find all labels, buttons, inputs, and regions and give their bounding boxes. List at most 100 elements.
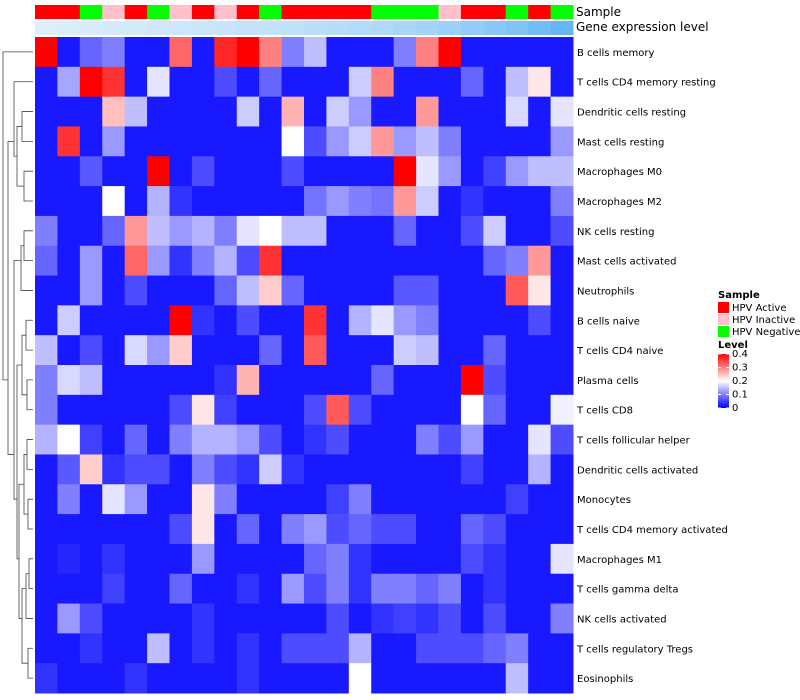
heatmap-cell xyxy=(57,305,81,336)
heatmap-cell xyxy=(214,37,238,68)
heatmap-cell xyxy=(147,245,170,277)
heatmap-cell xyxy=(214,603,238,634)
heatmap-cell xyxy=(79,573,103,605)
heatmap-cell xyxy=(550,603,574,634)
heatmap-cell xyxy=(505,275,529,306)
heatmap-cell xyxy=(528,156,552,187)
heatmap-cell xyxy=(169,186,193,217)
heatmap-cell xyxy=(124,96,148,127)
heatmap-cell xyxy=(191,186,215,217)
heatmap-cell xyxy=(124,514,148,545)
heatmap-cell xyxy=(304,305,327,336)
heatmap-cell xyxy=(236,424,260,455)
gene-annotation-cell xyxy=(236,21,260,35)
heatmap-cell xyxy=(348,543,372,575)
heatmap-cell xyxy=(326,215,350,247)
heatmap-cell xyxy=(326,543,350,575)
heatmap-cell xyxy=(281,305,305,336)
heatmap-cell xyxy=(393,603,417,634)
heatmap-cell xyxy=(528,186,552,217)
row-label: Macrophages M1 xyxy=(577,555,662,566)
heatmap-cell xyxy=(35,573,58,605)
heatmap-cell xyxy=(505,365,529,396)
heatmap-cell xyxy=(147,275,170,306)
heatmap-cell xyxy=(214,96,238,127)
gene-annotation-cell xyxy=(371,21,395,35)
heatmap-cell xyxy=(326,514,350,545)
heatmap-cell xyxy=(416,215,439,247)
gene-annotation-cell xyxy=(102,21,126,35)
heatmap-cell xyxy=(304,454,327,485)
heatmap-cell xyxy=(438,245,462,277)
heatmap-cell xyxy=(79,245,103,277)
heatmap-cell xyxy=(304,275,327,306)
heatmap-cell xyxy=(259,573,283,605)
heatmap-cell xyxy=(348,603,372,634)
heatmap-cell xyxy=(348,424,372,455)
heatmap-cell xyxy=(550,186,574,217)
heatmap-cell xyxy=(348,365,372,396)
heatmap-cell xyxy=(35,186,58,217)
heatmap-cell xyxy=(191,215,215,247)
heatmap-cell xyxy=(393,186,417,217)
heatmap-cell xyxy=(528,37,552,68)
heatmap-cell xyxy=(438,484,462,515)
heatmap-cell xyxy=(102,663,126,694)
heatmap-cell xyxy=(348,66,372,98)
heatmap-cell xyxy=(483,245,507,277)
sample-annotation-cell xyxy=(191,5,215,19)
heatmap-cell xyxy=(304,424,327,455)
heatmap-cell xyxy=(214,66,238,98)
heatmap-cell xyxy=(505,305,529,336)
heatmap-cell xyxy=(505,186,529,217)
heatmap-cell xyxy=(281,573,305,605)
heatmap-cell xyxy=(236,394,260,426)
heatmap-cell xyxy=(147,573,170,605)
heatmap-cell xyxy=(483,543,507,575)
heatmap-cell xyxy=(550,543,574,575)
heatmap-cell xyxy=(460,573,484,605)
row-label: Dendritic cells activated xyxy=(577,465,698,476)
heatmap-cell xyxy=(57,335,81,366)
sample-annotation-cell xyxy=(326,5,350,19)
heatmap-cell xyxy=(460,156,484,187)
heatmap-cell xyxy=(147,484,170,515)
heatmap-cell xyxy=(304,543,327,575)
sample-annotation-cell xyxy=(304,5,327,19)
heatmap-cell xyxy=(124,394,148,426)
heatmap-cell xyxy=(393,514,417,545)
heatmap-cells xyxy=(35,37,574,694)
heatmap-cell xyxy=(79,215,103,247)
heatmap-cell xyxy=(326,573,350,605)
heatmap-cell xyxy=(102,514,126,545)
heatmap-cell xyxy=(169,633,193,664)
heatmap-cell xyxy=(528,633,552,664)
heatmap-cell xyxy=(35,663,58,694)
heatmap-cell xyxy=(169,215,193,247)
heatmap-cell xyxy=(236,245,260,277)
heatmap-cell xyxy=(460,215,484,247)
heatmap-cell xyxy=(348,335,372,366)
heatmap-cell xyxy=(550,573,574,605)
legend-label: HPV Inactive xyxy=(732,315,795,326)
gene-annotation-cell xyxy=(147,21,170,35)
color-bar xyxy=(718,354,729,408)
heatmap-cell xyxy=(438,543,462,575)
heatmap-cell xyxy=(460,424,484,455)
heatmap-cell xyxy=(191,37,215,68)
heatmap-cell xyxy=(35,96,58,127)
heatmap-cell xyxy=(438,573,462,605)
heatmap-cell xyxy=(57,663,81,694)
heatmap-cell xyxy=(259,156,283,187)
heatmap-cell xyxy=(102,37,126,68)
color-bar-tick: 0 xyxy=(732,403,738,414)
heatmap-cell xyxy=(191,335,215,366)
heatmap-cell xyxy=(460,37,484,68)
heatmap-cell xyxy=(483,663,507,694)
heatmap-cell xyxy=(550,335,574,366)
heatmap-cell xyxy=(124,245,148,277)
heatmap-cell xyxy=(393,96,417,127)
heatmap-cell xyxy=(550,126,574,157)
heatmap-cell xyxy=(438,633,462,664)
sample-annotation-cell xyxy=(147,5,170,19)
